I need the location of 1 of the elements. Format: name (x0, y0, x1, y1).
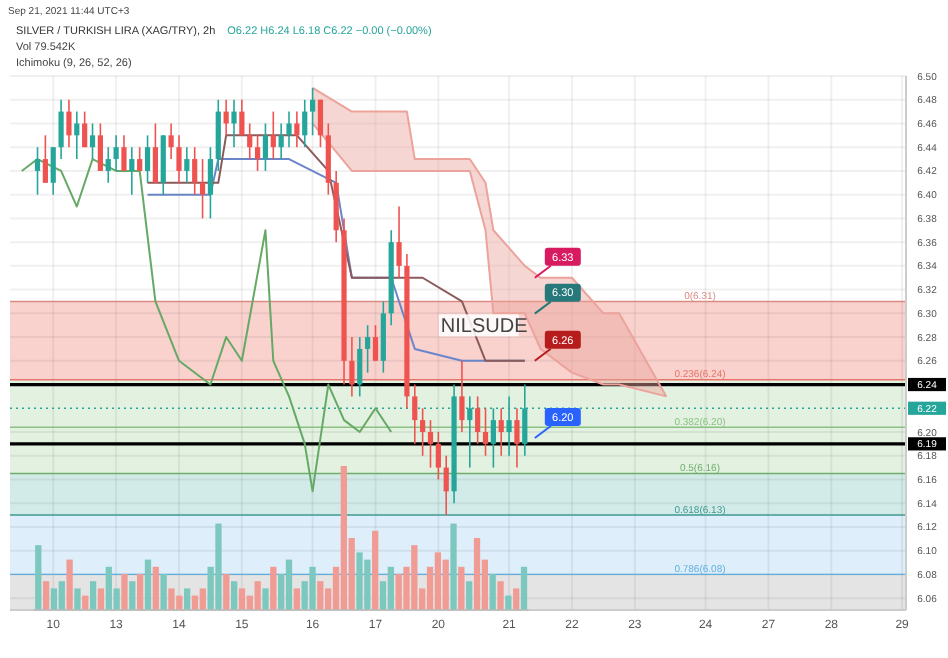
annotation: NILSUDE (440, 316, 529, 339)
